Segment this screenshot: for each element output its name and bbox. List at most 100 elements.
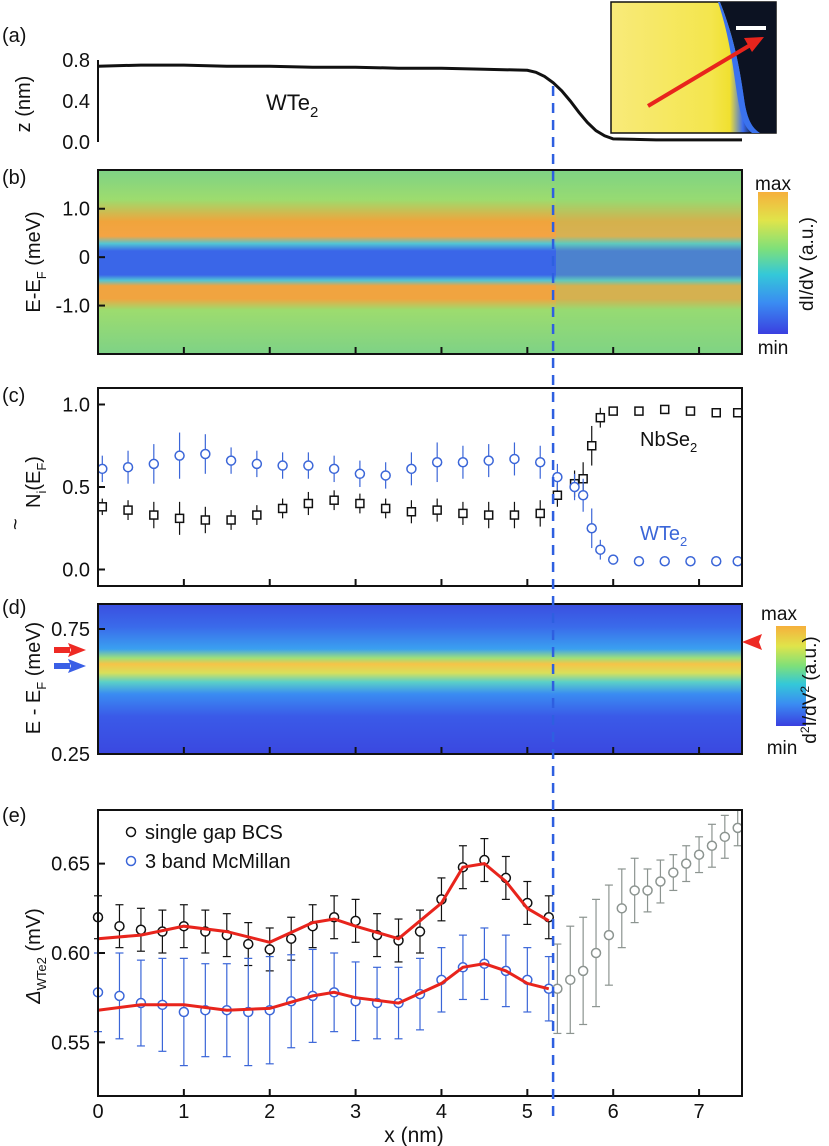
xtick-label: 2 [264,1101,275,1123]
gap-point [414,926,426,937]
ytick-label: -1.0 [56,296,90,318]
nbse2-point [595,412,606,423]
ytick-label: 0.25 [51,744,90,766]
nbse2-point [226,515,236,525]
nbse2-point [685,406,696,416]
dIdV-map-right-region [556,170,742,354]
gap-point [114,920,125,932]
left-blue-arrow-tail [54,663,70,669]
wte2-point [607,554,619,565]
inset-arrowhead [744,37,764,52]
panel-a-annotation: WTe2 [266,90,318,121]
nbse2-point [711,408,721,418]
height-profile-line [97,63,742,142]
wte2-point [406,463,417,475]
wte2-point [174,450,185,461]
nbse2-point [123,505,133,515]
nbse2-point [634,406,644,416]
panel-d-yticks: 0.75 0.25 [51,619,105,766]
nbse2-point [608,406,618,416]
wte2-point [122,461,134,473]
wte2-point [633,556,645,567]
xtick-label: 3 [350,1101,361,1123]
ytick-label: 0.65 [51,854,90,876]
colorbar-d-max: max [761,604,797,625]
ytick-label: 0.8 [62,50,90,72]
nbse2-point [483,510,494,520]
colorbar-b [758,192,788,334]
wte2-point [509,453,520,465]
nbse2-point [406,507,417,517]
gap-point [655,876,666,887]
xtick-label: 7 [694,1101,705,1123]
wte2-point [354,468,366,480]
panel-c-yticks: 0.0 0.5 1.0 [62,395,105,582]
wte2-label: WTe2 [640,523,687,549]
wte2-point [483,455,494,466]
panel-a-yticks: 0.0 0.4 0.8 [62,50,90,154]
panel-a: (a) 0.0 0.4 0.8 z (nm) WTe2 [2,1,777,154]
gap-point [668,867,679,878]
gap-point [178,1006,190,1018]
left-red-arrow-tail [54,647,70,653]
panel-b-frame [97,169,743,355]
gap-point [243,938,254,950]
left-red-arrow [68,643,86,657]
wte2-point [328,463,340,475]
gap-point [264,944,275,955]
legend-bcs-label: single gap BCS [145,822,283,844]
nbse2-point [586,441,597,451]
wte2-point [569,481,580,493]
colorbar-b-max: max [755,174,791,195]
ytick-label: 0.5 [62,477,90,499]
gap-point [642,885,653,896]
ytick-label: 0.55 [51,1032,90,1054]
nbse2-point [535,508,545,519]
panel-b-yticks: 1.0 0 -1.0 [56,199,105,318]
gap-point [680,858,692,869]
wte2-point [380,470,391,481]
nbse2-point [659,404,670,415]
nbse2-point [329,495,339,505]
left-blue-arrow [68,659,86,673]
legend-mcmillan-marker [125,855,137,867]
wte2-point [534,457,546,468]
panel-e: (e) 0.55 0.60 0.65 0 1 2 3 4 5 6 7 ΔWTe2 (mV) x (… [2,805,743,1146]
panel-e-series [92,809,743,1067]
colorbar-b-label: dI/dV (a.u.) [797,217,818,311]
shared-xticks: 0 1 2 3 4 5 6 7 [92,1089,705,1123]
gap-point [693,849,705,860]
nbse2-point [174,513,185,524]
wte2-point [732,556,743,567]
dIdV-map [98,170,742,354]
ytick-label: 0.0 [62,132,90,154]
wte2-point [251,458,263,470]
ytick-label: 0.4 [62,91,90,113]
wte2-point [659,556,670,567]
xtick-label: 1 [178,1101,189,1123]
panel-c-ylabel: Ni(EF) [23,456,49,508]
panel-d-ylabel: E - EF (meV) [23,622,49,734]
nbse2-point [303,498,314,509]
nbse2-point [252,510,262,520]
legend-mcmillan-label: 3 band McMillan [145,851,291,873]
xtick-label: 6 [608,1101,619,1123]
gap-point [603,929,615,941]
ytick-label: 0.60 [51,943,90,965]
wte2-point [277,460,288,471]
nbse2-point [355,498,365,509]
nbse2-point [97,502,108,512]
topography-inset [610,1,777,134]
xtick-label: 5 [522,1101,533,1123]
gap-point [285,933,297,944]
wte2-point [225,455,237,466]
panel-e-ylabel: ΔWTe2 (mV) [23,908,49,1005]
colorbar-d-min: min [767,738,798,759]
gap-point [719,831,731,843]
ytick-label: 1.0 [62,199,90,221]
panel-b-ylabel: E-EF (meV) [23,211,49,312]
wte2-point [577,490,589,501]
nbse2-point [552,490,563,500]
gap-point [706,840,718,851]
